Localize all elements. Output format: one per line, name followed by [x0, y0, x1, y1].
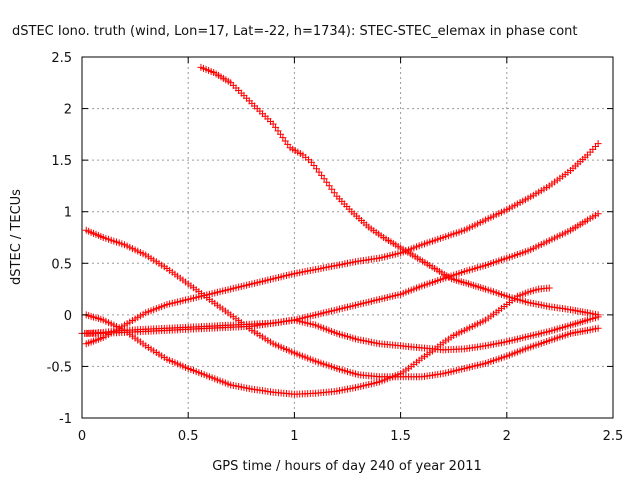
y-tick-label: 0.5: [51, 257, 72, 272]
series-1: [197, 63, 602, 319]
y-tick-label: 0: [64, 309, 72, 324]
data-point: [594, 210, 602, 218]
data-point: [594, 140, 602, 148]
data-point: [328, 185, 336, 193]
series-2: [82, 226, 602, 381]
y-tick-label: 2.5: [51, 51, 72, 66]
x-axis-label: GPS time / hours of day 240 of year 2011: [212, 459, 482, 474]
data-point: [320, 175, 328, 183]
x-tick-label: 1: [290, 429, 298, 444]
data-point: [594, 313, 602, 321]
x-tick-label: 2.5: [603, 429, 624, 444]
series-6: [78, 313, 602, 354]
y-axis-label: dSTEC / TECUs: [9, 189, 24, 285]
chart-title: dSTEC Iono. truth (wind, Lon=17, Lat=-22…: [12, 24, 578, 39]
series-5: [82, 210, 602, 337]
y-tick-label: 2: [64, 103, 72, 118]
x-tick-label: 1.5: [390, 429, 411, 444]
data-point: [545, 284, 553, 292]
plot-frame: [81, 56, 614, 419]
grid-layer: [82, 57, 613, 418]
data-point: [594, 324, 602, 332]
y-tick-label: -0.5: [47, 360, 72, 375]
y-tick-label: 1.5: [51, 154, 72, 169]
data-point: [330, 189, 338, 197]
x-tick-label: 0.5: [178, 429, 199, 444]
data-marks: [78, 63, 602, 398]
series-4: [82, 140, 602, 348]
axis-ticks: 0 0.5 1 1.5 2 2.5 -1 -0.5 0 0.5 1 1.5 2 2.5: [47, 51, 624, 444]
x-tick-label: 0: [78, 429, 86, 444]
x-tick-label: 2: [503, 429, 511, 444]
y-tick-label: 1: [64, 206, 72, 221]
data-point: [325, 182, 333, 190]
y-tick-label: -1: [59, 412, 72, 427]
series-3: [82, 284, 553, 398]
data-point: [323, 178, 331, 186]
